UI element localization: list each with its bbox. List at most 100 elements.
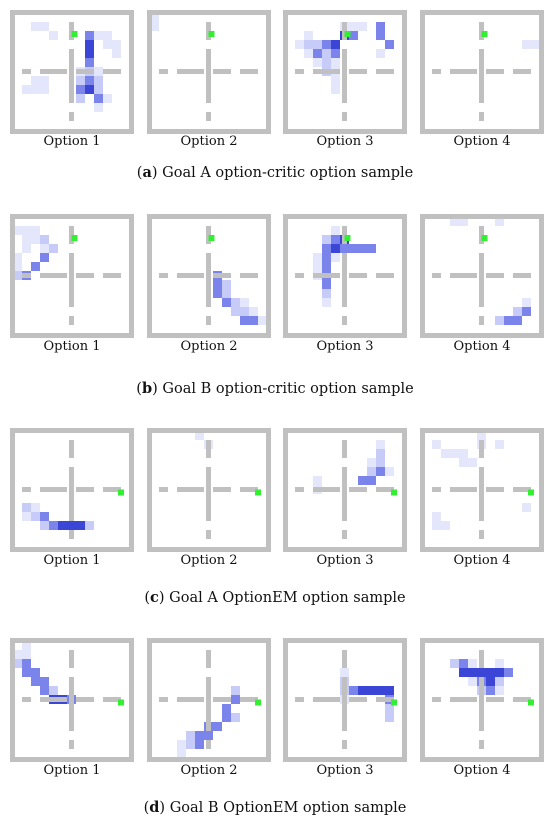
wall-segment	[103, 69, 112, 74]
option-label: Option 1	[43, 763, 101, 778]
option-label: Option 3	[316, 553, 374, 568]
wall-segment	[69, 262, 74, 271]
wall-segment	[479, 476, 484, 485]
visit-heat-cell	[22, 659, 31, 668]
caption-letter: c	[150, 589, 159, 606]
wall-segment	[69, 58, 74, 67]
wall-segment	[222, 69, 231, 74]
visit-heat-cell	[331, 85, 340, 94]
wall-segment	[206, 262, 211, 271]
wall-segment	[103, 697, 112, 702]
option-label: Option 3	[316, 134, 374, 149]
outer-wall	[147, 638, 271, 762]
visit-heat-cell	[222, 713, 231, 722]
wall-segment	[177, 697, 186, 702]
wall-segment	[479, 298, 484, 307]
visit-heat-cell	[450, 449, 459, 458]
gridworld-panel	[283, 10, 407, 134]
wall-segment	[295, 273, 304, 278]
wall-segment	[331, 697, 340, 702]
wall-segment	[240, 487, 249, 492]
wall-segment	[40, 697, 49, 702]
wall-segment	[342, 112, 347, 121]
visit-heat-cell	[13, 271, 22, 280]
wall-segment	[58, 273, 67, 278]
visit-heat-cell	[432, 521, 441, 530]
visit-heat-cell	[522, 298, 531, 307]
outer-wall	[420, 428, 544, 552]
wall-segment	[69, 226, 74, 235]
visit-heat-cell	[213, 280, 222, 289]
wall-segment	[206, 289, 211, 298]
option-label: Option 1	[43, 134, 101, 149]
visit-heat-cell	[349, 31, 358, 40]
gridworld-svg	[10, 428, 134, 552]
wall-segment	[206, 271, 211, 280]
option-label: Option 2	[180, 763, 238, 778]
wall-segment	[432, 69, 441, 74]
visit-heat-cell	[94, 103, 103, 112]
wall-segment	[240, 697, 249, 702]
outer-wall	[147, 214, 271, 338]
visit-heat-cell	[240, 316, 249, 325]
wall-segment	[342, 722, 347, 731]
visit-heat-cell	[31, 22, 40, 31]
wall-segment	[195, 697, 204, 702]
outer-wall	[420, 638, 544, 762]
visit-heat-cell	[331, 40, 340, 49]
wall-segment	[69, 94, 74, 103]
visit-heat-cell	[358, 244, 367, 253]
visit-heat-cell	[58, 521, 67, 530]
gridworld-svg	[420, 10, 544, 134]
wall-segment	[342, 530, 347, 539]
visit-heat-cell	[49, 686, 58, 695]
wall-segment	[432, 273, 441, 278]
visit-heat-cell	[76, 94, 85, 103]
wall-segment	[206, 695, 211, 704]
wall-segment	[468, 273, 477, 278]
wall-segment	[69, 289, 74, 298]
wall-segment	[112, 69, 121, 74]
wall-segment	[331, 69, 340, 74]
wall-segment	[479, 704, 484, 713]
goal-marker	[481, 31, 488, 37]
visit-heat-cell	[31, 677, 40, 686]
wall-segment	[342, 476, 347, 485]
outer-wall	[283, 428, 407, 552]
visit-heat-cell	[31, 226, 40, 235]
wall-segment	[376, 273, 385, 278]
visit-heat-cell	[195, 431, 204, 440]
option-label: Option 1	[43, 339, 101, 354]
wall-segment	[206, 494, 211, 503]
wall-segment	[159, 69, 168, 74]
wall-segment	[450, 69, 459, 74]
goal-marker	[344, 235, 351, 241]
wall-segment	[342, 58, 347, 67]
visit-heat-cell	[31, 262, 40, 271]
wall-segment	[295, 697, 304, 702]
wall-segment	[479, 49, 484, 58]
visit-heat-cell	[450, 659, 459, 668]
wall-segment	[331, 487, 340, 492]
wall-segment	[358, 273, 367, 278]
visit-heat-cell	[376, 22, 385, 31]
wall-segment	[479, 271, 484, 280]
visit-heat-cell	[331, 253, 340, 262]
wall-segment	[342, 316, 347, 325]
wall-segment	[206, 740, 211, 749]
visit-heat-cell	[376, 686, 385, 695]
wall-segment	[240, 69, 249, 74]
visit-heat-cell	[385, 713, 394, 722]
wall-segment	[295, 69, 304, 74]
wall-segment	[186, 273, 195, 278]
option-label: Option 2	[180, 339, 238, 354]
visit-heat-cell	[513, 316, 522, 325]
wall-segment	[495, 69, 504, 74]
visit-heat-cell	[186, 740, 195, 749]
wall-segment	[213, 273, 222, 278]
wall-segment	[342, 67, 347, 76]
wall-segment	[322, 697, 331, 702]
visit-heat-cell	[231, 298, 240, 307]
outer-wall	[10, 10, 134, 134]
gridworld-panel	[10, 428, 134, 552]
